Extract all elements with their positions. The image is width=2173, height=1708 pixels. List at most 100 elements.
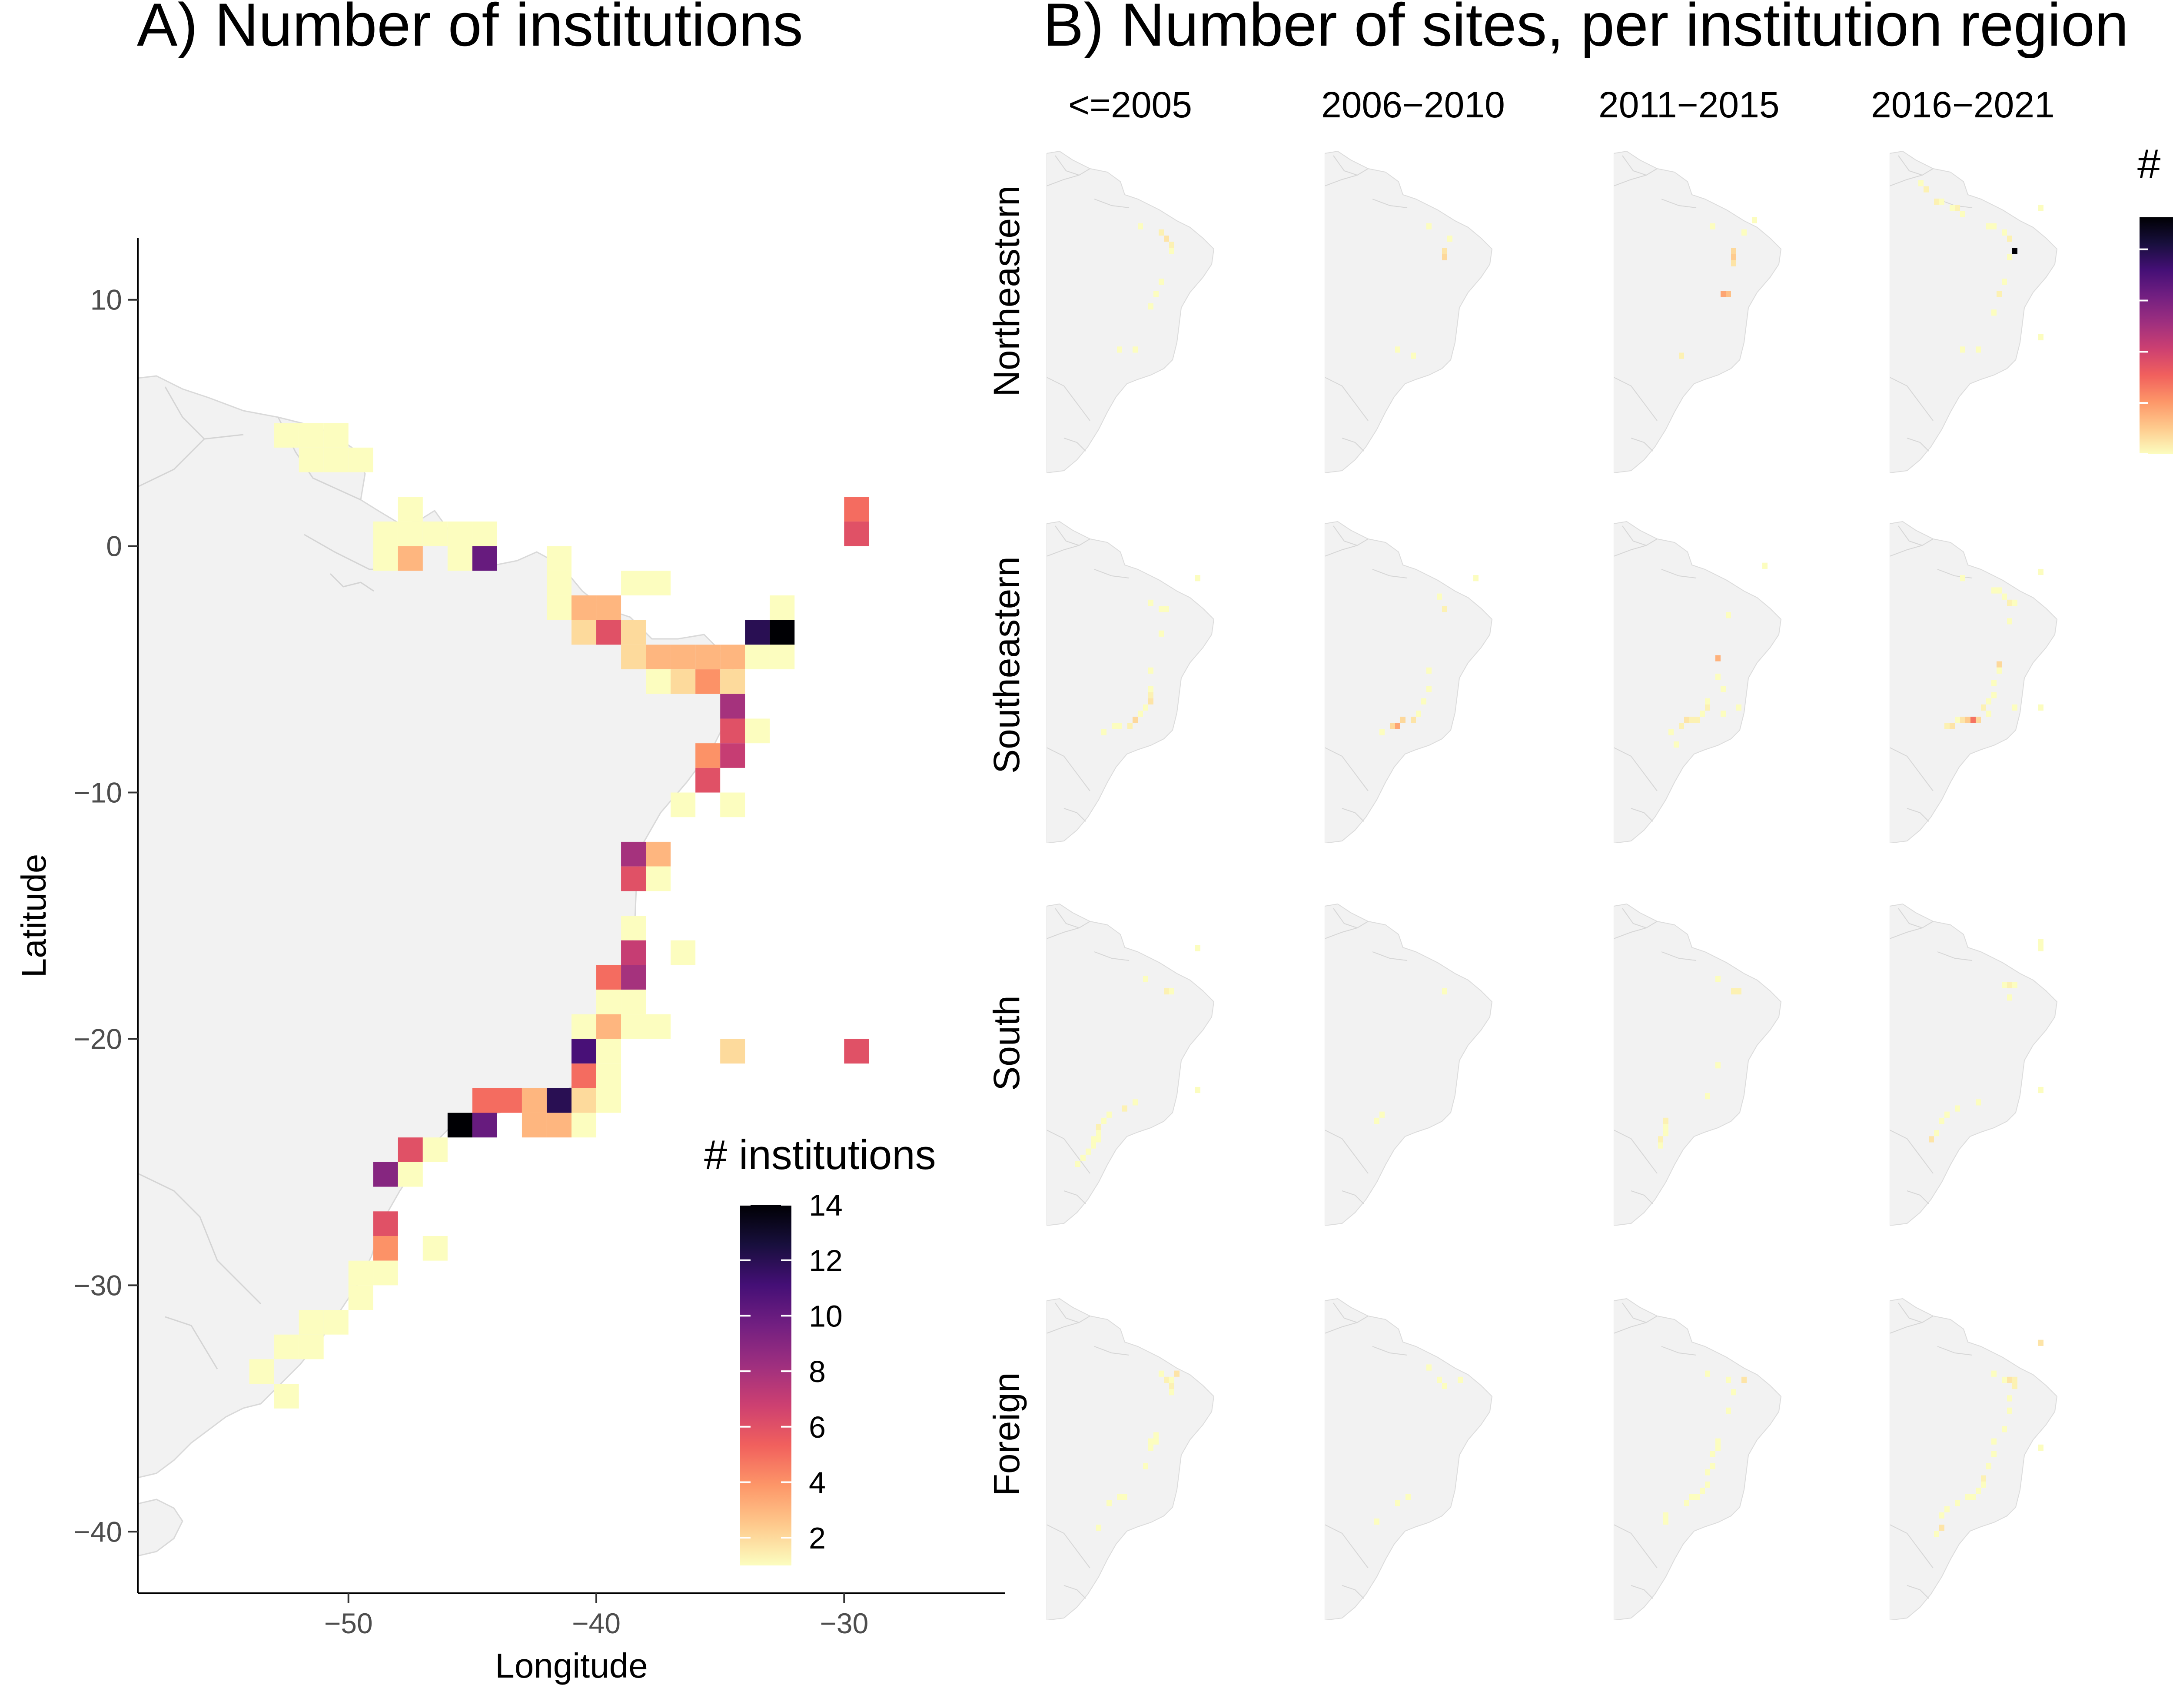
heatmap-cell [546,546,571,571]
heatmap-cell [447,521,472,546]
heatmap-cell [2038,1339,2043,1346]
legend-a-tick-label: 2 [809,1521,826,1555]
facet-panel [1614,903,1782,1226]
border-line [1325,175,1358,186]
heatmap-cell [373,1162,398,1187]
heatmap-cell [745,620,770,645]
border-line [1631,438,1653,452]
heatmap-cell [1195,945,1200,951]
heatmap-cell [621,940,646,965]
border-line [1890,377,1934,421]
heatmap-cell [1442,248,1447,254]
heatmap-cell [2012,248,2017,254]
heatmap-cell [1143,976,1148,982]
border-line [1631,808,1653,822]
heatmap-cell [1929,1136,1934,1143]
heatmap-cell [2002,229,2007,236]
panel-a-title: A) Number of institutions [137,0,803,59]
heatmap-cell [398,546,423,571]
heatmap-cell [1421,698,1426,704]
heatmap-cell [323,423,349,448]
legend-a-title: # institutions [704,1132,936,1178]
facet-row-label: Foreign [986,1372,1027,1496]
heatmap-cell [2012,1383,2017,1389]
legend-b-title: # sites [2137,141,2173,187]
facet-map [1047,1298,1215,1620]
heatmap-cell [2002,982,2007,988]
south-america-landmass [1614,521,1782,843]
heatmap-cell [1447,236,1452,242]
legend-a-colorbar [740,1205,791,1565]
heatmap-cell [671,645,696,670]
heatmap-cell [1710,1451,1715,1457]
heatmap-cell [1965,717,1970,723]
heatmap-cell [1663,1124,1668,1130]
heatmap-cell [472,546,497,571]
heatmap-cell [1695,717,1700,723]
heatmap-cell [1715,1062,1721,1069]
heatmap-cell [2007,1407,2012,1414]
heatmap-cell [596,1063,621,1088]
facet-panel [1047,1298,1215,1620]
heatmap-cell [571,1113,597,1138]
heatmap-cell [472,1113,497,1138]
panel-a-plot-area [138,375,869,1557]
border-line [165,1316,218,1369]
heatmap-cell [1153,1432,1159,1439]
heatmap-cell [1411,717,1416,723]
heatmap-cell [1939,1525,1944,1531]
heatmap-cell [1684,1500,1689,1506]
heatmap-cell [323,1310,349,1335]
facet-map [1890,1298,2058,1620]
heatmap-cell [1944,723,1950,729]
border-line [1055,908,1090,929]
heatmap-cell [1736,704,1741,711]
facet-panel [1614,521,1782,843]
heatmap-cell [1726,291,1731,297]
border-line [1614,747,1658,791]
border-line [1342,1190,1364,1204]
heatmap-cell [1437,593,1442,600]
heatmap-cell [1960,211,1965,217]
south-america-landmass [1614,150,1782,473]
heatmap-cell [398,1162,423,1187]
heatmap-cell [249,1359,274,1384]
heatmap-cell [1731,254,1736,260]
heatmap-cell [621,645,646,670]
border-line [1898,908,1934,929]
heatmap-cell [2012,982,2017,988]
heatmap-cell [1148,692,1153,698]
heatmap-cell [621,1014,646,1039]
heatmap-cell [447,1113,472,1138]
heatmap-cell [274,1334,299,1359]
heatmap-cell [1416,711,1421,717]
heatmap-cell [2038,1444,2043,1451]
heatmap-cell [1426,1364,1432,1371]
heatmap-cell [646,571,671,596]
legend-a-ticks: 14 12 10 8 6 4 2 [740,1188,843,1555]
heatmap-cell [546,595,571,620]
panel-b-facets [1047,150,2058,1620]
facet-panel [1614,1298,1782,1620]
heatmap-cell [1122,1105,1127,1112]
south-america-landmass [1325,903,1493,1226]
border-line [1614,377,1658,421]
heatmap-cell [1997,291,2002,297]
border-line [1333,155,1369,176]
border-line [1661,951,1697,961]
facet-col-label: 2011−2015 [1598,84,1780,125]
heatmap-cell [1705,698,1710,704]
heatmap-cell [373,1211,398,1236]
heatmap-cell [2007,1395,2012,1402]
heatmap-cell [1705,1370,1710,1377]
heatmap-cell [299,1334,324,1359]
border-line [1333,908,1369,929]
heatmap-cell [571,620,597,645]
border-line [1890,1322,1923,1334]
heatmap-cell [1442,606,1447,612]
heatmap-cell [1117,723,1122,729]
border-line [1325,1524,1369,1568]
border-line [1890,1130,1934,1174]
heatmap-cell [596,990,621,1014]
heatmap-cell [1918,180,1924,186]
